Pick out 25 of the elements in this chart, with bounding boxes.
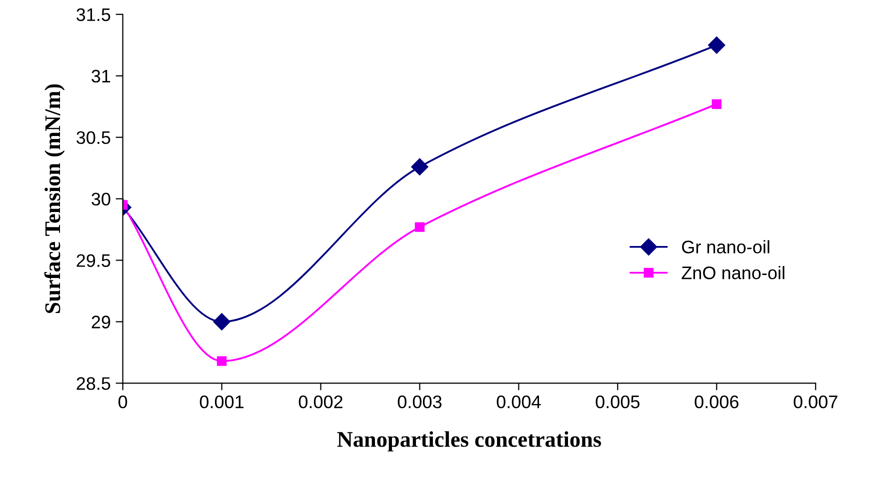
x-tick-label: 0.002 bbox=[298, 395, 342, 408]
point bbox=[712, 99, 722, 109]
y-tick-label: 28.5 bbox=[76, 377, 110, 390]
point bbox=[216, 356, 227, 366]
y-tick-label: 29 bbox=[92, 316, 110, 328]
point bbox=[414, 222, 425, 232]
x-tick-label: 0.004 bbox=[496, 395, 541, 408]
y-tick-label: 29.5 bbox=[76, 254, 110, 267]
x-tick-label: 0 bbox=[118, 395, 128, 408]
x-tick-label: 0.005 bbox=[596, 395, 640, 408]
x-tick-label: 0.003 bbox=[398, 395, 442, 408]
y-axis-title: Surface Tension (mN/m) bbox=[44, 84, 65, 314]
y-tick-label: 31.5 bbox=[76, 8, 110, 22]
y-tick-label: 31 bbox=[92, 70, 110, 83]
x-tick-label: 0.007 bbox=[794, 395, 838, 408]
x-tick-label: 0.006 bbox=[694, 395, 738, 408]
point bbox=[411, 158, 428, 176]
point bbox=[213, 313, 230, 330]
x-tick-label: 0.001 bbox=[200, 395, 244, 408]
point bbox=[708, 36, 726, 54]
y-tick-label: 30 bbox=[92, 192, 110, 206]
x-axis-title: Nanoparticles concetrations bbox=[337, 431, 602, 452]
y-tick-label: 30.5 bbox=[76, 131, 110, 144]
legend-label: ZnO nano-oil bbox=[682, 266, 784, 280]
legend-label: Gr nano-oil bbox=[682, 240, 770, 254]
